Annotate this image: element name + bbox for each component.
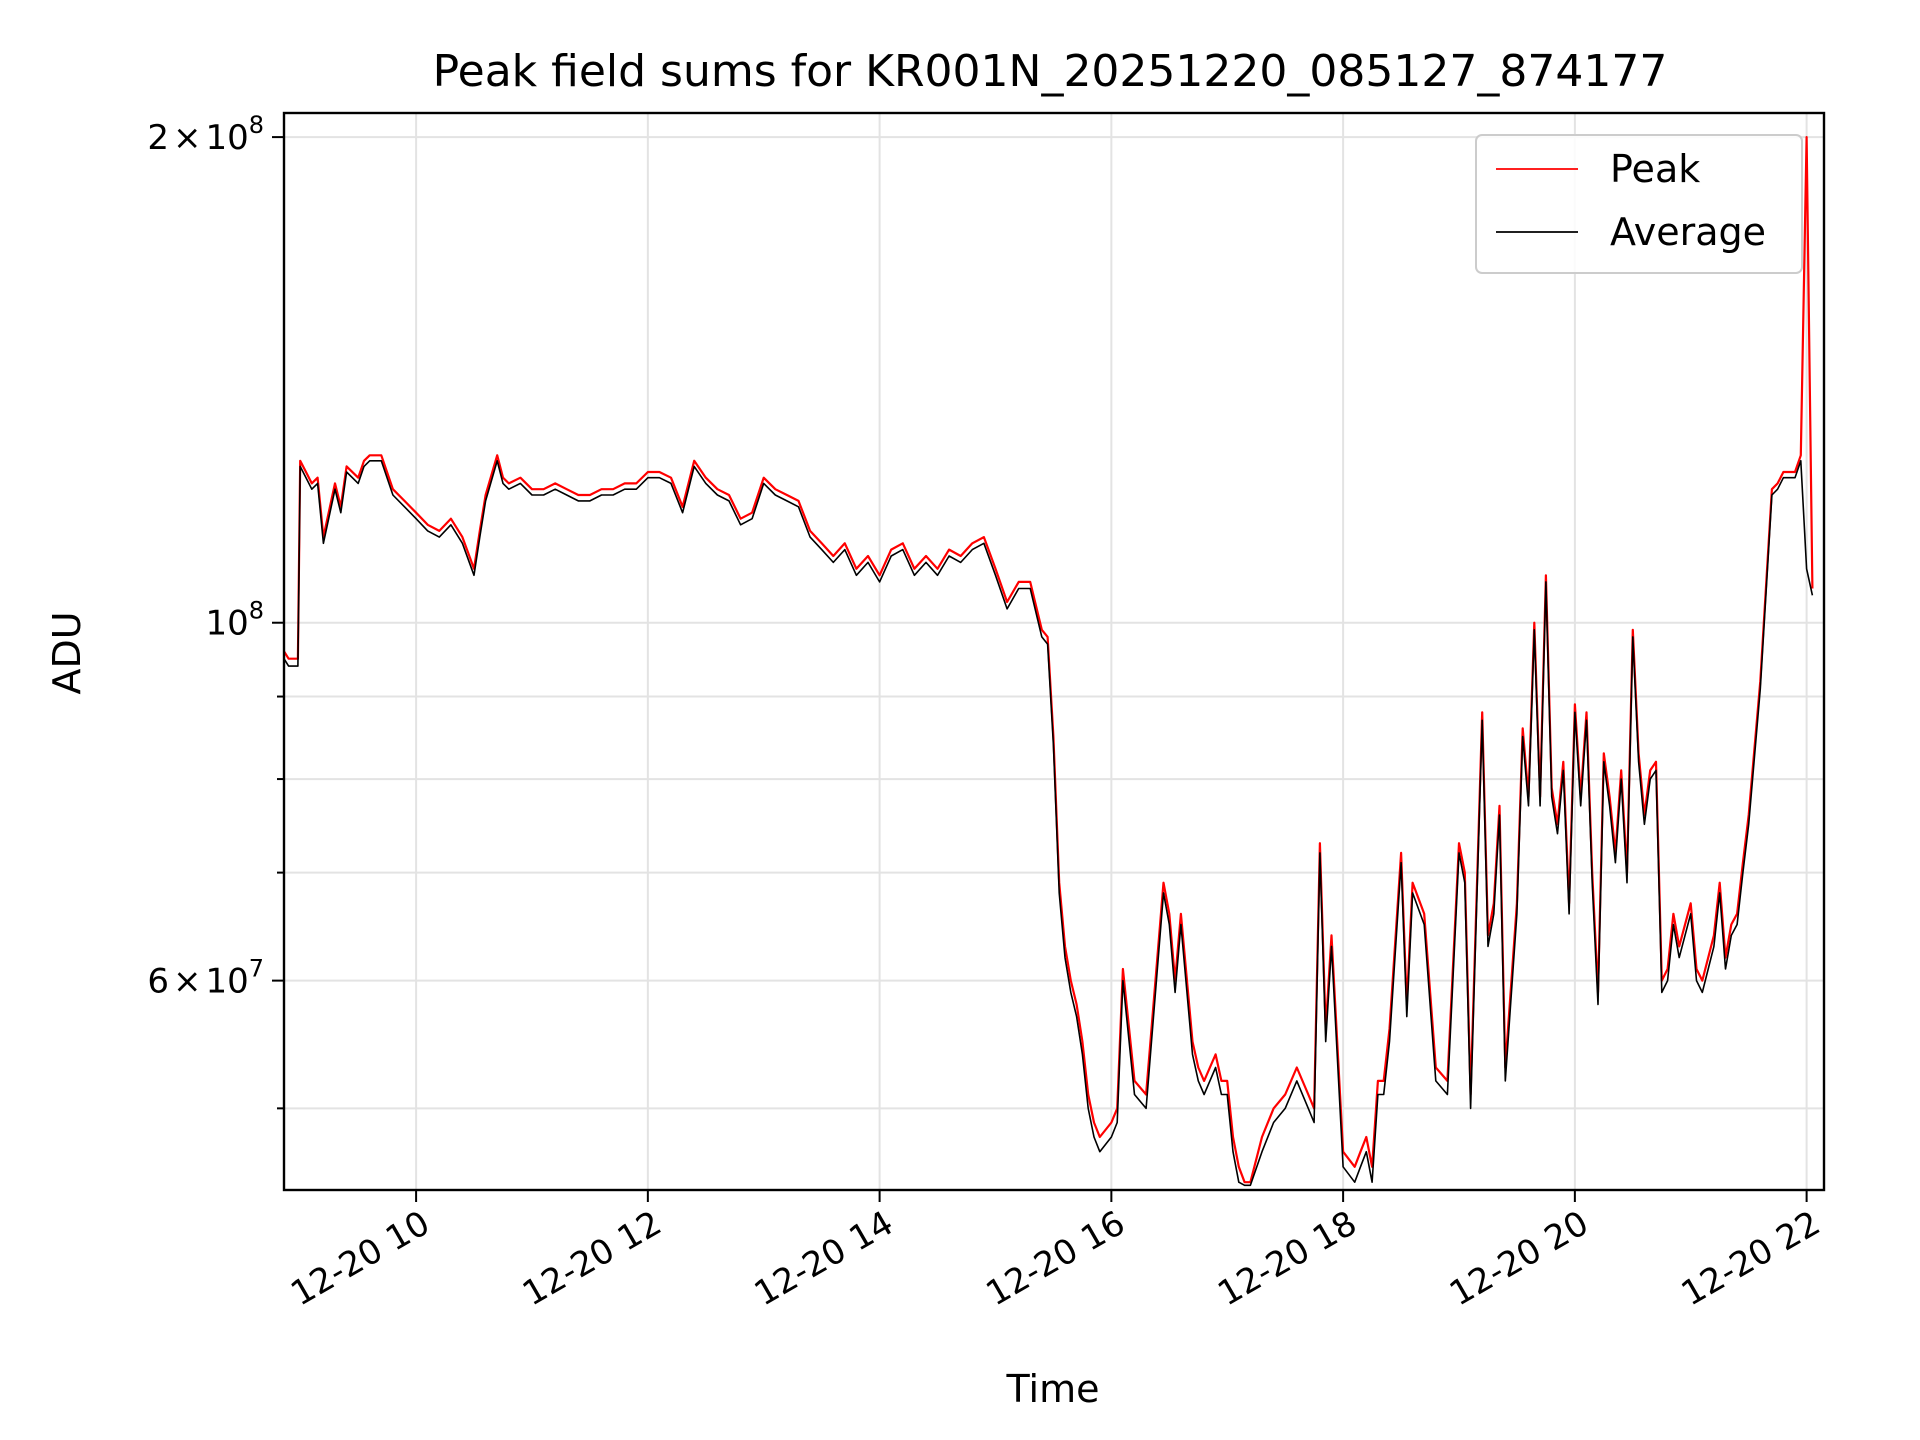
x-tick-label: 12-20 16 xyxy=(979,1203,1131,1314)
x-tick-label: 12-20 22 xyxy=(1675,1203,1827,1314)
x-tick-label: 12-20 18 xyxy=(1211,1203,1363,1314)
x-tick-label: 12-20 14 xyxy=(748,1203,900,1314)
y-tick-times: × xyxy=(173,118,202,158)
y-tick-base: 10 xyxy=(205,962,248,1002)
x-tick-label: 12-20 12 xyxy=(516,1203,668,1314)
y-tick-base: 10 xyxy=(205,118,248,158)
y-tick-exponent: 8 xyxy=(249,597,264,625)
grid xyxy=(284,113,1824,1190)
series-line-peak xyxy=(284,136,1814,1184)
y-tick-label: 2 × 108 xyxy=(147,111,264,158)
y-tick-times: × xyxy=(173,962,202,1002)
y-tick-label: 6 × 107 xyxy=(147,955,264,1002)
y-tick-base: 10 xyxy=(205,604,248,644)
y-tick-mantissa: 2 xyxy=(147,118,169,158)
y-tick-mantissa: 6 xyxy=(147,962,169,1002)
chart-title: Peak field sums for KR001N_20251220_0851… xyxy=(433,46,1668,97)
legend-average-label: Average xyxy=(1610,210,1766,254)
x-axis-label: Time xyxy=(1006,1367,1100,1411)
legend: Peak Average xyxy=(1475,134,1803,274)
y-axis-label: ADU xyxy=(45,611,89,694)
x-tick-label: 12-20 10 xyxy=(284,1203,436,1314)
y-tick-exponent: 7 xyxy=(249,955,264,983)
plot-lines xyxy=(284,136,1814,1187)
x-tick-label: 12-20 20 xyxy=(1443,1203,1595,1314)
y-tick-exponent: 8 xyxy=(249,111,264,139)
series-line-average xyxy=(284,459,1814,1187)
x-axis: 12-20 10 12-20 12 12-20 14 12-20 16 12-20 18… xyxy=(284,1190,1827,1314)
plot-frame xyxy=(282,111,1826,1192)
y-tick-label: 108 xyxy=(205,597,264,644)
legend-peak-label: Peak xyxy=(1610,147,1700,191)
